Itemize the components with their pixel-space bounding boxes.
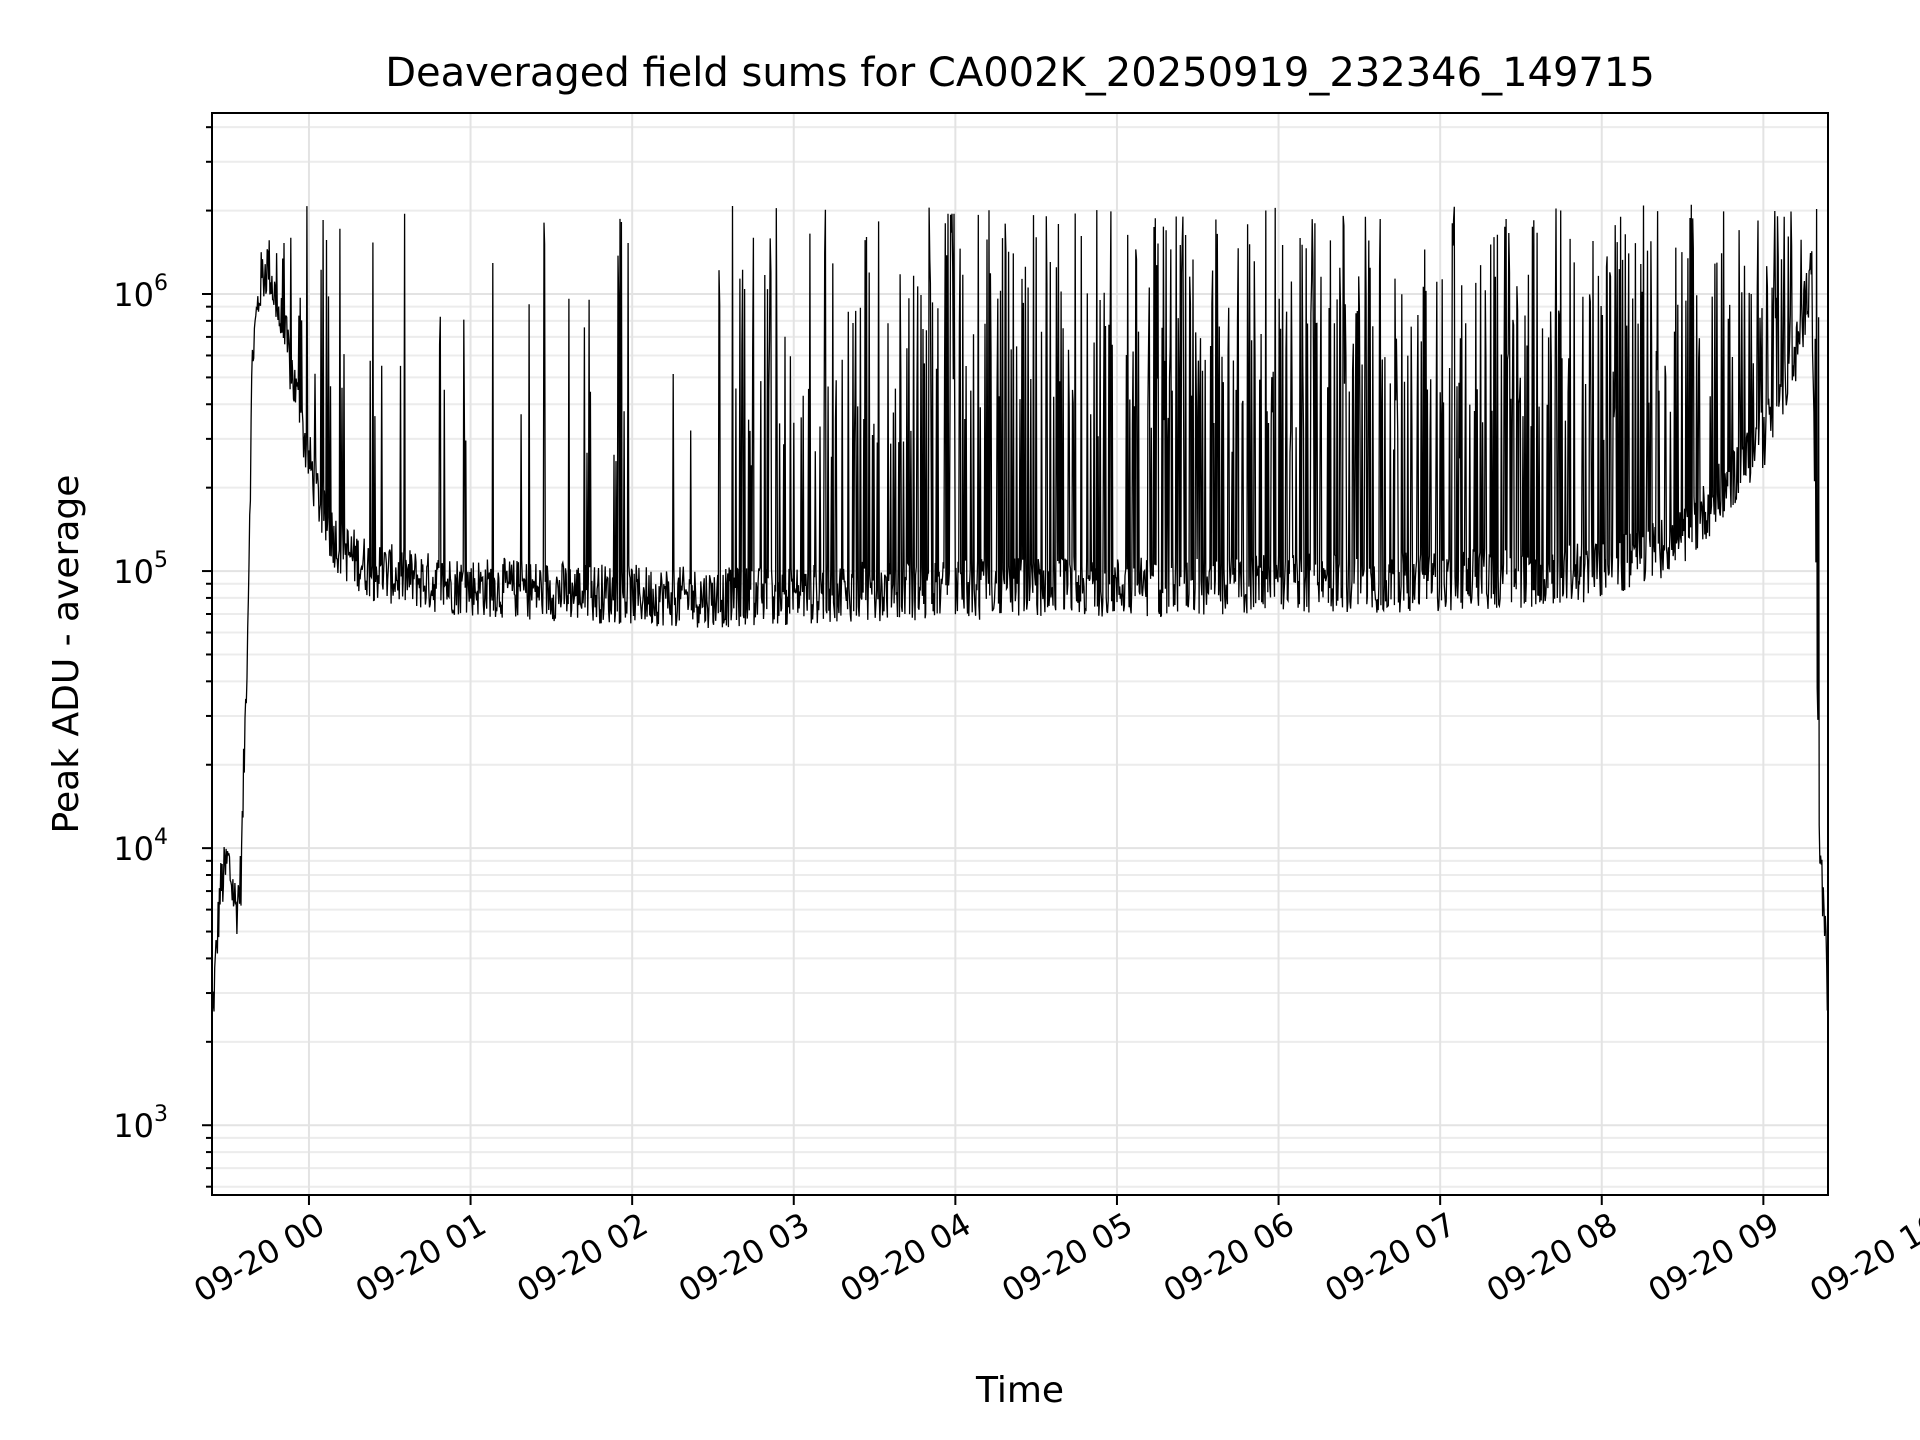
x-tick-label: 09-20 04 bbox=[834, 1205, 978, 1310]
x-axis-label: Time bbox=[975, 1370, 1064, 1411]
x-tick-label: 09-20 05 bbox=[995, 1205, 1139, 1310]
x-tick-label: 09-20 01 bbox=[349, 1205, 493, 1310]
x-tick-label: 09-20 07 bbox=[1319, 1205, 1463, 1310]
y-tick-label: 105 bbox=[113, 548, 168, 591]
x-tick-label: 09-20 10 bbox=[1803, 1205, 1920, 1310]
plot-area bbox=[211, 204, 1829, 1016]
y-tick-label: 104 bbox=[113, 825, 168, 868]
x-tick-label: 09-20 03 bbox=[672, 1205, 816, 1310]
x-tick-label: 09-20 08 bbox=[1480, 1205, 1624, 1310]
grid bbox=[212, 113, 1828, 1195]
y-tick-label: 106 bbox=[113, 271, 168, 314]
chart-title: Deaveraged field sums for CA002K_2025091… bbox=[385, 50, 1655, 96]
x-tick-label: 09-20 00 bbox=[187, 1205, 331, 1310]
y-axis-label: Peak ADU - average bbox=[46, 475, 87, 834]
ticks: 09-20 00 09-20 01 09-20 02 09-20 03 09-20 04… bbox=[113, 126, 1920, 1310]
x-tick-label: 09-20 09 bbox=[1642, 1205, 1786, 1310]
x-tick-label: 09-20 02 bbox=[511, 1205, 655, 1310]
y-tick-label: 103 bbox=[113, 1102, 168, 1145]
x-tick-label: 09-20 06 bbox=[1157, 1205, 1301, 1310]
series-line bbox=[211, 204, 1829, 1016]
